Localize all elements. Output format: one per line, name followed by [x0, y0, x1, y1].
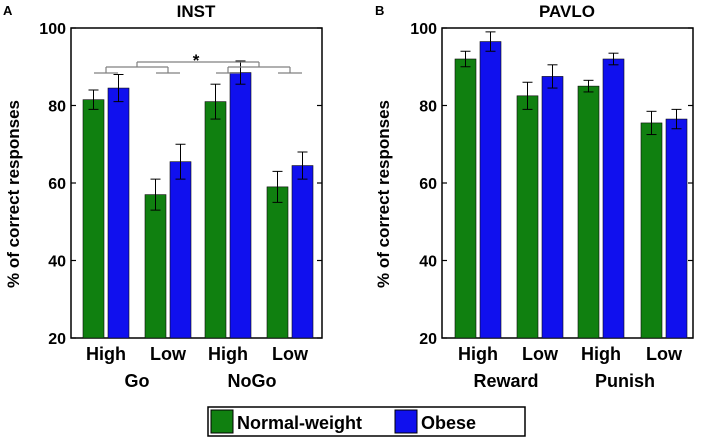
- bar-normal: [640, 122, 663, 339]
- significance-star: *: [193, 51, 200, 70]
- y-tick-label: 20: [419, 331, 437, 348]
- category-label: Low: [522, 344, 559, 364]
- y-tick-label: 80: [48, 99, 66, 116]
- y-tick-label: 20: [48, 331, 66, 348]
- legend-swatch-obese: [394, 409, 418, 434]
- panel-b-ylabel: % of correct responses: [374, 100, 393, 288]
- y-tick-label: 60: [48, 176, 66, 193]
- category-label: High: [86, 344, 126, 364]
- panel-a-letter: A: [3, 3, 13, 18]
- bar-obese: [602, 58, 625, 339]
- legend-label-normal: Normal-weight: [237, 413, 362, 433]
- bar-normal: [577, 85, 600, 339]
- bar-obese: [169, 161, 192, 339]
- y-tick-label: 100: [410, 21, 437, 38]
- category-label: Low: [150, 344, 187, 364]
- panel-b-group-1: Reward: [473, 371, 538, 391]
- bar-normal: [454, 58, 477, 339]
- panel-a-ylabel: % of correct responses: [4, 100, 23, 288]
- bar-normal: [204, 101, 227, 339]
- bar-obese: [541, 76, 564, 339]
- category-label: Low: [272, 344, 309, 364]
- bar-obese: [665, 118, 688, 339]
- category-label: High: [208, 344, 248, 364]
- bar-normal: [82, 99, 105, 339]
- panel-b-group-2: Punish: [595, 371, 655, 391]
- y-tick-label: 40: [419, 254, 437, 271]
- bar-obese: [229, 72, 252, 339]
- bar-normal: [144, 194, 167, 339]
- y-tick-label: 80: [419, 99, 437, 116]
- bar-obese: [291, 165, 314, 339]
- legend-box: [207, 406, 526, 437]
- panel-b-letter: B: [375, 3, 384, 18]
- category-label: High: [581, 344, 621, 364]
- panel-a-group-1: Go: [125, 371, 150, 391]
- panel-a-title: INST: [177, 2, 216, 21]
- bar-normal: [266, 186, 289, 339]
- bar-normal: [516, 95, 539, 339]
- category-label: High: [458, 344, 498, 364]
- panel-a-group-2: NoGo: [228, 371, 277, 391]
- y-tick-label: 60: [419, 176, 437, 193]
- bar-obese: [479, 41, 502, 339]
- category-label: Low: [646, 344, 683, 364]
- y-tick-label: 100: [39, 21, 66, 38]
- chart-marks: 20 40 60 80 100 High Low High Low 20 40 60 80 100 High…: [39, 21, 694, 364]
- legend-swatch-normal: [210, 409, 234, 434]
- panel-b-title: PAVLO: [539, 2, 595, 21]
- y-tick-label: 40: [48, 254, 66, 271]
- legend-label-obese: Obese: [421, 413, 476, 433]
- bar-obese: [107, 87, 130, 339]
